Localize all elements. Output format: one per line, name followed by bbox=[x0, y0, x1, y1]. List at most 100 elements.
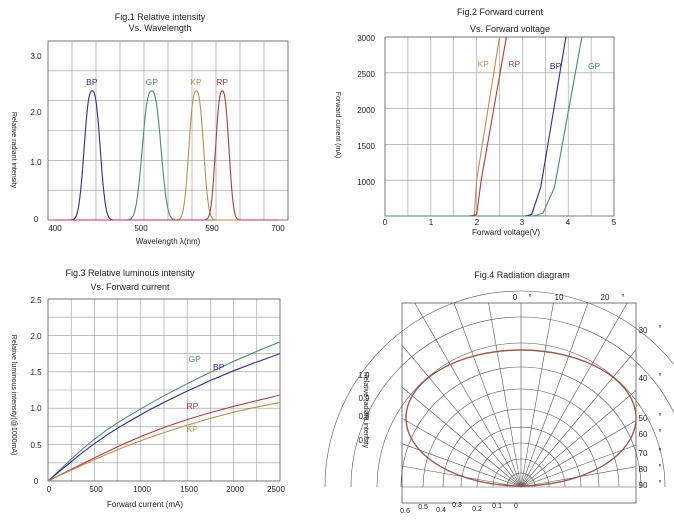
fig3-ytick-1: 0.5 bbox=[30, 441, 42, 450]
fig3-series-gp bbox=[47, 341, 281, 482]
fig1-xtick-1: 500 bbox=[134, 224, 148, 233]
fig3-label-kp: KP bbox=[186, 424, 198, 434]
fig3-xtick-5: 2500 bbox=[267, 485, 285, 494]
fig4-angle-label-50: 50 bbox=[639, 414, 648, 423]
fig4-grid-ray bbox=[488, 302, 522, 488]
fig4-top-label-4: ° bbox=[621, 293, 624, 302]
fig4-radial-label-0: 1.0 bbox=[358, 371, 370, 380]
fig4-angle-label-60: 60 bbox=[639, 430, 648, 439]
fig4-bottom-label-1: 0.5 bbox=[418, 504, 428, 511]
fig3-grid bbox=[48, 299, 280, 481]
fig3-ytick-5: 2.5 bbox=[30, 296, 42, 305]
fig4-angle-label-30: 30 bbox=[639, 326, 648, 335]
fig1-curves bbox=[55, 90, 278, 221]
fig1-ytick-0: 0 bbox=[34, 215, 39, 224]
fig2-label-rp: RP bbox=[508, 59, 520, 69]
fig3-ylabel: Relative luminous intensity(@1000mA) bbox=[10, 335, 17, 456]
fig2-ytick-2: 2000 bbox=[357, 106, 375, 115]
fig4-grid-ray bbox=[414, 302, 522, 488]
fig3-ytick-0: 0 bbox=[34, 477, 39, 486]
fig4-frame bbox=[401, 302, 637, 504]
fig4-bottom-label-0: 0.6 bbox=[400, 508, 410, 515]
fig4-bottom-label-2: 0.4 bbox=[436, 507, 446, 514]
fig4-title: Fig.4 Radiation diagram bbox=[474, 270, 570, 280]
fig4-grid-ray bbox=[453, 302, 522, 488]
fig4-angle-degree-50: ° bbox=[658, 412, 661, 421]
fig3-xtick-4: 2000 bbox=[226, 485, 244, 494]
fig1-label-gp: GP bbox=[146, 77, 159, 87]
fig3-curves bbox=[47, 341, 281, 482]
fig3-xtick-2: 1000 bbox=[133, 485, 151, 494]
fig4-grid-ray bbox=[401, 345, 522, 488]
fig2-label-bp: BP bbox=[550, 61, 562, 71]
fig4-radial-label-1: 0.9 bbox=[358, 394, 370, 403]
fig3-ytick-3: 1.5 bbox=[30, 368, 42, 377]
fig2-subtitle: Vs. Forward voltage bbox=[470, 24, 550, 34]
fig2-xtick-4: 4 bbox=[566, 218, 571, 227]
fig4-grid-ray bbox=[520, 444, 637, 488]
fig4-angle-label-70: 70 bbox=[639, 449, 648, 458]
fig3-title: Fig.3 Relative luminous intensity bbox=[65, 268, 195, 278]
fig1-series-labels: BP GP KP RP bbox=[86, 77, 228, 87]
fig3-xtick-3: 1500 bbox=[180, 485, 198, 494]
fig1-xtick-2: 590 bbox=[205, 224, 219, 233]
fig4-bottom-label-3: 0.3 bbox=[452, 502, 462, 509]
fig2-chart: Fig.2 Forward current Vs. Forward voltag… bbox=[334, 7, 617, 237]
fig4-radiation-curve bbox=[405, 349, 637, 487]
fig2-xlabel: Forward voltage(V) bbox=[472, 228, 540, 237]
fig4-chart: Fig.4 Radiation diagram Relative radiant… bbox=[324, 270, 674, 515]
fig2-label-gp: GP bbox=[588, 61, 601, 71]
fig2-xtick-0: 0 bbox=[383, 218, 388, 227]
fig1-title: Fig.1 Relative intensity bbox=[115, 12, 206, 22]
fig1-series-gp bbox=[55, 90, 278, 221]
fig1-ylabel: Relative radiant intensity bbox=[10, 112, 17, 189]
fig2-grid bbox=[385, 37, 614, 216]
fig2-label-kp: KP bbox=[478, 59, 490, 69]
fig3-series-labels: GP BP RP KP bbox=[186, 354, 224, 434]
fig4-grid-ray bbox=[520, 302, 628, 488]
fig1-ytick-2: 2.0 bbox=[30, 108, 42, 117]
fig3-label-rp: RP bbox=[186, 401, 198, 411]
fig4-angle-degree-60: ° bbox=[658, 428, 661, 437]
fig4-top-label-0: 0 bbox=[513, 293, 518, 302]
fig3-label-gp: GP bbox=[188, 354, 201, 364]
fig3-series-kp bbox=[47, 401, 281, 482]
fig4-ylabel: Relative radiant intensity bbox=[362, 372, 369, 449]
fig1-label-kp: KP bbox=[190, 77, 202, 87]
fig2-ytick-1: 1500 bbox=[357, 142, 375, 151]
fig2-ytick-3: 2500 bbox=[357, 70, 375, 79]
fig4-grid-arc bbox=[324, 290, 674, 488]
fig1-chart: Fig.1 Relative intensity Vs. Wavelength … bbox=[10, 12, 289, 246]
fig4-top-label-1: ° bbox=[528, 293, 531, 302]
fig4-top-label-3: 20 bbox=[601, 293, 610, 302]
fig4-angle-degree-70: ° bbox=[658, 447, 661, 456]
fig3-label-bp: BP bbox=[213, 362, 225, 372]
fig1-subtitle: Vs. Wavelength bbox=[129, 23, 192, 33]
fig1-xtick-0: 400 bbox=[48, 224, 62, 233]
fig3-frame bbox=[47, 298, 281, 482]
fig4-bottom-label-4: 0.2 bbox=[472, 506, 482, 513]
fig1-grid bbox=[48, 41, 288, 220]
fig2-xtick-5: 5 bbox=[612, 218, 617, 227]
fig4-grid-ray bbox=[401, 386, 522, 488]
fig4-bottom-labels: 0.6 0.5 0.4 0.3 0.2 0.1 0 bbox=[400, 502, 518, 515]
fig4-grid-ray bbox=[520, 302, 589, 488]
fig4-grid-ray bbox=[520, 420, 637, 488]
fig4-radial-label-3: 0.7 bbox=[358, 436, 370, 445]
fig4-angle-degree-40: ° bbox=[658, 372, 661, 381]
fig3-series-rp bbox=[47, 394, 281, 482]
fig4-grid-ray bbox=[401, 443, 522, 488]
fig4-angle-degree-30: ° bbox=[658, 324, 661, 333]
fig3-ytick-4: 2.0 bbox=[30, 332, 42, 341]
fig2-series-labels: KP RP BP GP bbox=[478, 59, 601, 71]
fig4-angle-label-40: 40 bbox=[639, 374, 648, 383]
fig2-series-bp bbox=[385, 36, 567, 217]
fig1-xtick-3: 700 bbox=[271, 224, 285, 233]
fig3-chart: Fig.3 Relative luminous intensity Vs. Fo… bbox=[10, 268, 285, 509]
fig4-radial-label-2: 0.8 bbox=[358, 412, 370, 421]
fig1-xlabel: Wavelength λ(nm) bbox=[136, 237, 201, 246]
fig1-series-rp bbox=[55, 90, 278, 221]
fig2-title: Fig.2 Forward current bbox=[457, 7, 544, 17]
fig4-bottom-label-6: 0 bbox=[514, 503, 518, 510]
